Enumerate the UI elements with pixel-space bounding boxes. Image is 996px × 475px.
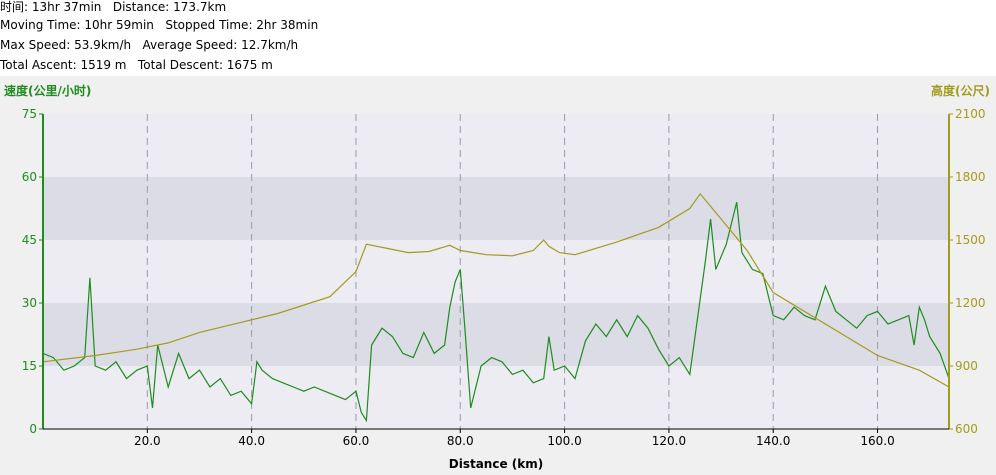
x-tick-label: 100.0 <box>547 434 581 448</box>
stats-moving-stopped: Moving Time: 10hr 59min Stopped Time: 2h… <box>0 18 319 32</box>
left-tick-label: 75 <box>22 107 37 121</box>
left-tick-label: 15 <box>22 359 37 373</box>
right-axis-label: 高度(公尺) <box>931 83 990 98</box>
x-tick-label: 20.0 <box>134 434 161 448</box>
series-layer <box>42 192 950 423</box>
stats-time-distance: 时间: 13hr 37min Distance: 173.7km <box>0 0 227 14</box>
band-0 <box>43 366 949 429</box>
band-1 <box>43 303 949 366</box>
right-tick-label: 2100 <box>955 107 986 121</box>
speed-elevation-chart: 速度(公里/小时) 高度(公尺) 0 15 30 45 60 75 600 900 1200 15… <box>4 83 990 471</box>
right-tick-label: 1500 <box>955 233 986 247</box>
left-tick-label: 45 <box>22 233 37 247</box>
left-tick-label: 0 <box>29 422 37 436</box>
stats-ascent-descent: Total Ascent: 1519 m Total Descent: 1675… <box>0 58 273 72</box>
right-tick-label: 1800 <box>955 170 986 184</box>
background-bands <box>43 114 949 429</box>
band-4 <box>43 114 949 177</box>
left-axis-label: 速度(公里/小时) <box>4 83 91 98</box>
x-tick-label: 80.0 <box>447 434 474 448</box>
left-tick-label: 60 <box>22 170 37 184</box>
stats-panel: 时间: 13hr 37min Distance: 173.7km Moving … <box>0 0 996 76</box>
band-3 <box>43 177 949 240</box>
right-tick-label: 1200 <box>955 296 986 310</box>
stats-speed: Max Speed: 53.9km/h Average Speed: 12.7k… <box>0 38 299 52</box>
right-tick-label: 600 <box>955 422 978 436</box>
x-tick-label: 140.0 <box>756 434 790 448</box>
left-tick-label: 30 <box>22 296 37 310</box>
speed-series-line <box>42 202 950 423</box>
x-tick-label: 40.0 <box>238 434 265 448</box>
axes: 0 15 30 45 60 75 600 900 1200 1500 1800 2100 20.0 40.… <box>22 107 986 448</box>
x-axis-label: Distance (km) <box>449 457 543 471</box>
right-tick-label: 900 <box>955 359 978 373</box>
x-tick-label: 60.0 <box>343 434 370 448</box>
x-tick-label: 120.0 <box>652 434 686 448</box>
elevation-series-line <box>42 192 950 388</box>
band-2 <box>43 240 949 303</box>
x-tick-label: 160.0 <box>860 434 894 448</box>
